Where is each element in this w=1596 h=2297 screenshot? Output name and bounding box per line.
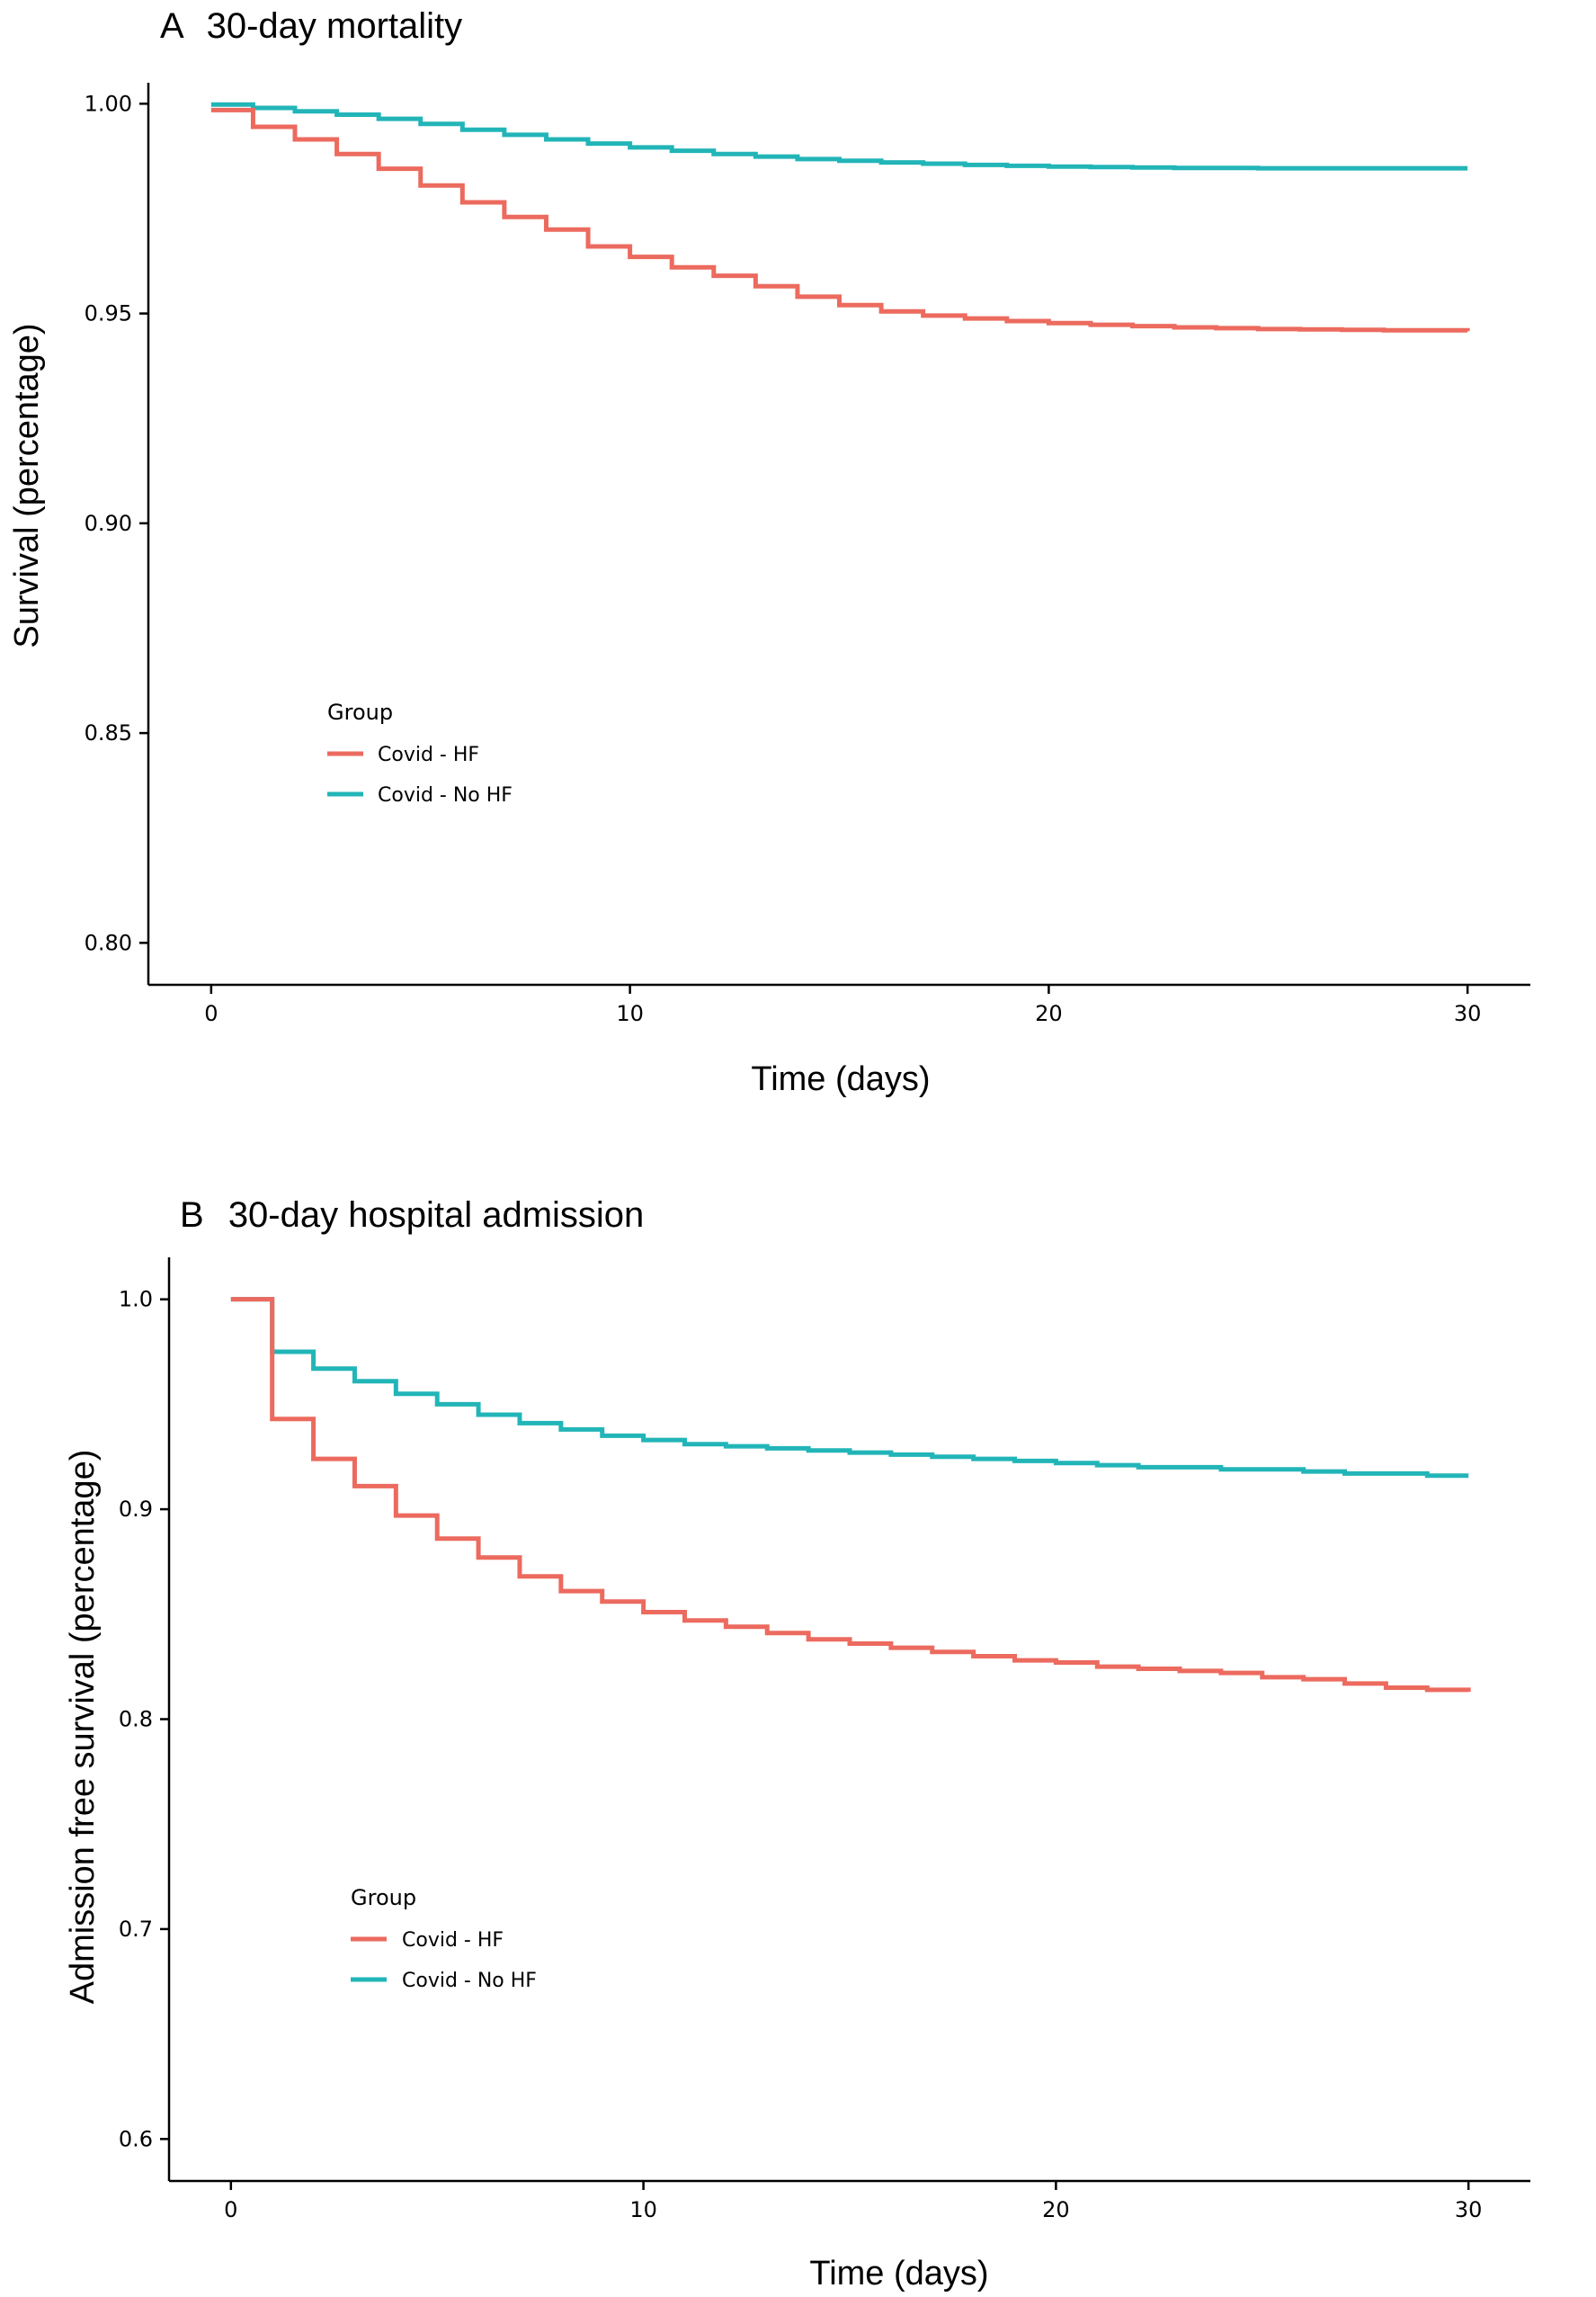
panel-a-x-ticks: 0 10 20 30 (204, 985, 1481, 1026)
panel-a-y-tick-label-1: 0.85 (85, 720, 132, 746)
panel-b-y-label: Admission free survival (percentage) (64, 1450, 102, 2005)
panel-a-legend-label-nohf: Covid - No HF (378, 784, 513, 807)
panel-a-title-text: 30-day mortality (207, 6, 463, 46)
panel-b-y-tick-label-3: 0.9 (119, 1497, 153, 1522)
panel-a-y-tick-label-4: 1.00 (85, 91, 132, 116)
panel-b-series (230, 1297, 1471, 1693)
panel-b-y-ticks: 0.6 0.7 0.8 0.9 1.0 (119, 1287, 169, 2151)
panel-b-legend: Group Covid - HF Covid - No HF (351, 1885, 537, 1992)
panel-a-x-tick-label-10: 10 (616, 1001, 644, 1026)
panel-b-series-hf-line (230, 1297, 1471, 1693)
panel-a: A 30-day mortality 0 10 20 30 0.800.850.900… (8, 6, 1530, 1098)
panel-b-letter: B (180, 1195, 204, 1235)
panel-a-legend-title: Group (327, 700, 393, 725)
panel-b-x-ticks: 0 10 20 30 (224, 2181, 1482, 2222)
panel-a-y-label: Survival (percentage) (8, 323, 46, 648)
panel-b-title-text: 30-day hospital admission (228, 1195, 644, 1235)
panel-a-y-tick-label-0: 0.80 (85, 930, 132, 955)
panel-b-legend-label-nohf: Covid - No HF (402, 1970, 537, 1992)
panel-a-x-tick-label-0: 0 (204, 1001, 218, 1026)
panel-b: B 30-day hospital admission 0 10 20 30 0.60… (64, 1195, 1530, 2293)
panel-a-y-tick-label-2: 0.90 (85, 511, 132, 536)
panel-a-series-hf-line (210, 107, 1470, 333)
panel-a-series-nohf-line (210, 102, 1468, 171)
panel-b-y-tick-label-2: 0.8 (119, 1707, 153, 1732)
panel-a-x-tick-label-20: 20 (1035, 1001, 1063, 1026)
panel-a-letter: A (160, 6, 184, 46)
panel-b-legend-label-hf: Covid - HF (402, 1929, 504, 1952)
panel-a-x-label: Time (days) (751, 1060, 930, 1098)
panel-a-y-ticks: 0.80 0.85 0.90 0.95 1.00 (85, 91, 148, 955)
panel-b-x-tick-label-0: 0 (224, 2197, 237, 2222)
panel-b-series-nohf-line (230, 1297, 1469, 1479)
panel-a-title: A 30-day mortality (160, 6, 462, 46)
panel-b-x-tick-label-30: 30 (1455, 2197, 1483, 2222)
panel-b-legend-title: Group (351, 1885, 416, 1910)
panel-b-x-label: Time (days) (809, 2255, 988, 2293)
panel-b-title: B 30-day hospital admission (180, 1195, 644, 1235)
panel-b-y-tick-label-0: 0.6 (119, 2126, 153, 2151)
panel-b-x-tick-label-20: 20 (1042, 2197, 1070, 2222)
panel-b-y-tick-label-4: 1.0 (119, 1287, 153, 1312)
panel-a-y-tick-label-3: 0.95 (85, 301, 132, 326)
panel-a-legend-label-hf: Covid - HF (378, 744, 479, 766)
panel-b-y-tick-label-1: 0.7 (119, 1917, 153, 1942)
panel-a-series (210, 102, 1470, 333)
panel-a-legend: Group Covid - HF Covid - No HF (327, 700, 513, 807)
panel-b-x-tick-label-10: 10 (629, 2197, 657, 2222)
panel-a-x-tick-label-30: 30 (1454, 1001, 1482, 1026)
